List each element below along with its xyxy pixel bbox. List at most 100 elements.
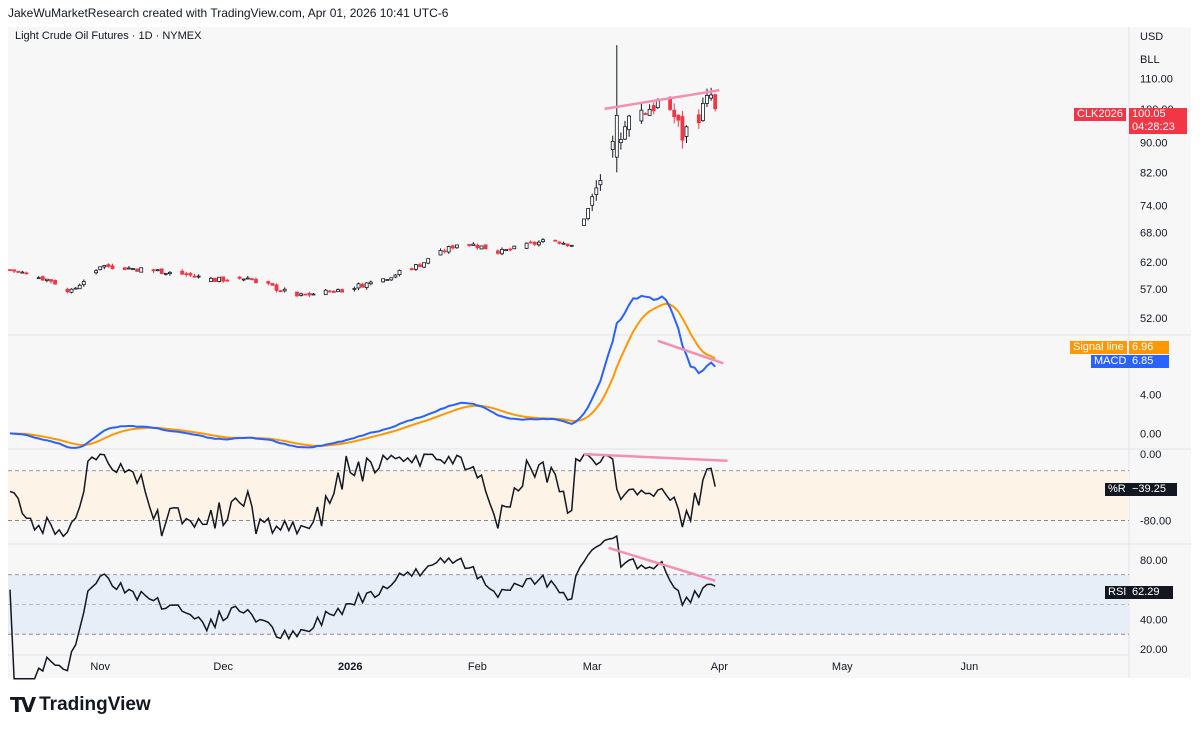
candle-body bbox=[24, 272, 29, 275]
candle-body bbox=[582, 218, 586, 227]
candle-body bbox=[594, 187, 599, 195]
candle-body bbox=[385, 279, 390, 281]
symbol-price-tag: CLK2026 bbox=[1074, 108, 1126, 121]
candle-body bbox=[672, 109, 677, 118]
williams-r-axis-tick: 0.00 bbox=[1140, 449, 1161, 461]
candle-body bbox=[155, 269, 160, 272]
price-axis-tick: 74.00 bbox=[1140, 200, 1168, 212]
candle-body bbox=[237, 276, 242, 279]
time-axis-label: Nov bbox=[90, 661, 110, 673]
macd-value-tag: 6.85 bbox=[1129, 355, 1169, 368]
candle-body bbox=[303, 293, 308, 296]
candle-body bbox=[131, 268, 135, 271]
candle-body bbox=[188, 273, 193, 276]
candle-body bbox=[241, 278, 246, 281]
chart-attribution: JakeWuMarketResearch created with Tradin… bbox=[8, 6, 449, 20]
price-axis-tick: 52.00 bbox=[1140, 313, 1168, 325]
candle-body bbox=[389, 277, 394, 281]
rsi-label-tag: RSI bbox=[1105, 586, 1130, 599]
candle-body bbox=[208, 277, 213, 283]
chart-frame bbox=[8, 27, 1191, 678]
candle-body bbox=[643, 113, 648, 115]
candle-body bbox=[454, 244, 459, 249]
rsi-value-tag: 62.29 bbox=[1129, 586, 1173, 599]
candle-body bbox=[163, 272, 168, 275]
candle-body bbox=[151, 269, 156, 272]
candle-body bbox=[299, 293, 304, 296]
candle-body bbox=[196, 275, 201, 278]
candle-body bbox=[619, 139, 623, 143]
candle-body bbox=[422, 262, 427, 268]
candle-body bbox=[213, 277, 217, 282]
tradingview-wordmark: TradingView bbox=[39, 694, 151, 715]
candle-body bbox=[249, 278, 254, 281]
candle-body bbox=[110, 265, 115, 270]
candle-body bbox=[524, 242, 529, 249]
candle-body bbox=[500, 248, 504, 255]
macd-signal-line bbox=[9, 302, 716, 447]
candle-body bbox=[590, 196, 595, 206]
divergence-line-price bbox=[604, 88, 720, 111]
candle-body bbox=[397, 269, 402, 276]
candle-body bbox=[393, 274, 398, 278]
candle-body bbox=[467, 244, 472, 246]
divergence-line-williams_r bbox=[583, 452, 728, 463]
candle-body bbox=[471, 243, 476, 246]
candle-body bbox=[614, 114, 619, 158]
time-axis-label: Feb bbox=[468, 661, 487, 673]
candle-body bbox=[696, 114, 701, 124]
candle-body bbox=[504, 249, 509, 252]
williams-r-axis-tick: -80.00 bbox=[1140, 516, 1171, 528]
signal-line-label-tag: Signal line bbox=[1070, 341, 1127, 354]
currency-label[interactable]: USD bbox=[1140, 31, 1164, 43]
candle-body bbox=[12, 269, 17, 272]
time-axis-label: May bbox=[832, 661, 853, 673]
candle-body bbox=[20, 271, 25, 274]
candle-body bbox=[45, 278, 49, 281]
candle-body bbox=[680, 116, 685, 141]
candle-body bbox=[53, 280, 57, 285]
candle-body bbox=[102, 265, 107, 268]
tradingview-logo-icon: TV bbox=[10, 693, 36, 717]
price-axis-tick: 68.00 bbox=[1140, 227, 1168, 239]
candle-body bbox=[409, 268, 414, 271]
candle-body bbox=[69, 288, 74, 293]
candle-body bbox=[278, 290, 283, 293]
candle-body bbox=[705, 95, 709, 104]
candle-body bbox=[282, 288, 287, 292]
tradingview-logo[interactable]: TV TradingView bbox=[10, 693, 151, 717]
candle-body bbox=[159, 268, 164, 274]
candle-body bbox=[274, 284, 279, 291]
candle-body bbox=[495, 250, 500, 254]
candle-body bbox=[356, 283, 361, 289]
candle-body bbox=[73, 287, 78, 290]
macd-axis-tick: 0.00 bbox=[1140, 428, 1161, 440]
candle-body bbox=[254, 278, 258, 284]
candle-body bbox=[245, 277, 250, 280]
divergence-line-rsi bbox=[608, 546, 716, 582]
symbol-title[interactable]: Light Crude Oil Futures · 1D · NYMEX bbox=[15, 30, 202, 42]
candle-body bbox=[311, 293, 316, 296]
time-axis-label: Mar bbox=[583, 661, 602, 673]
candle-body bbox=[368, 281, 373, 285]
candle-body bbox=[676, 114, 681, 121]
candle-body bbox=[266, 281, 271, 284]
candle-body bbox=[77, 284, 82, 290]
candle-body bbox=[336, 289, 340, 293]
candle-body bbox=[438, 250, 443, 256]
candle-body bbox=[139, 267, 144, 273]
candle-body bbox=[553, 239, 558, 242]
rsi-axis-tick: 40.00 bbox=[1140, 614, 1168, 626]
candle-body bbox=[225, 279, 230, 282]
candle-body bbox=[610, 140, 615, 150]
candle-body bbox=[381, 278, 386, 283]
candle-body bbox=[8, 269, 12, 272]
last-price-tag: 100.05 bbox=[1129, 108, 1187, 121]
candle-body bbox=[508, 248, 513, 251]
candle-body bbox=[106, 264, 111, 267]
unit-label[interactable]: BLL bbox=[1140, 54, 1160, 66]
candle-body bbox=[327, 290, 332, 293]
divergence-line-macd bbox=[657, 339, 724, 365]
time-axis-label: Jun bbox=[961, 661, 979, 673]
